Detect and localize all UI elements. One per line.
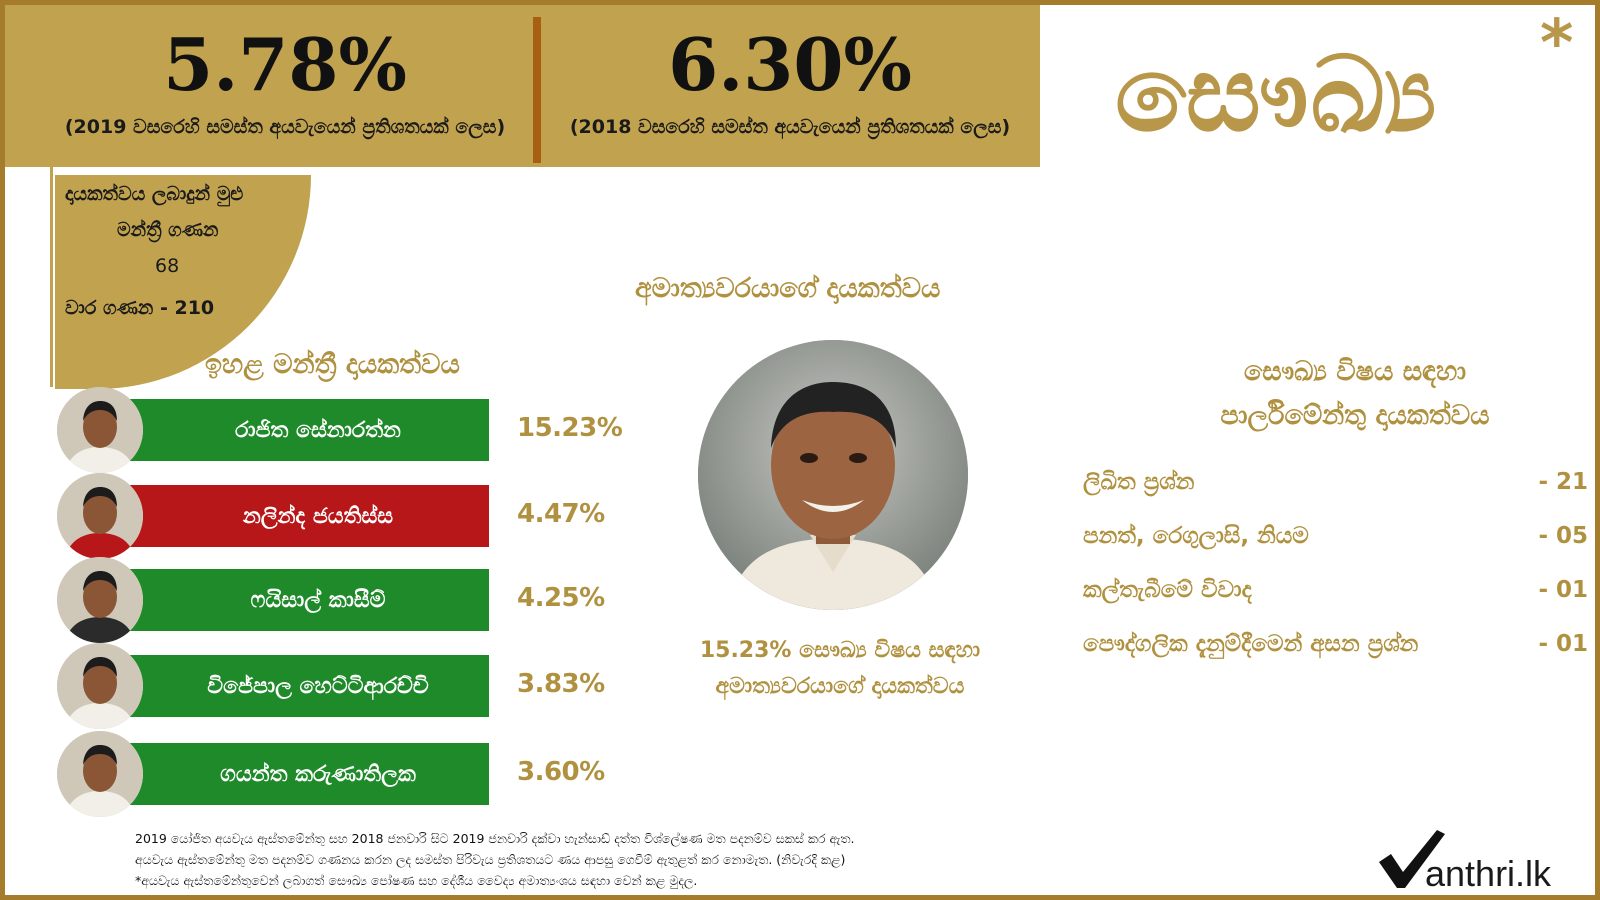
footnote-line2: අයවැය ඇස්තමේන්තු මත පදනම්ව ගණනය කරන ලද ස… (135, 852, 846, 867)
member-name: නලින්ද ජයතිස්ස (242, 503, 394, 529)
member-percent: 3.60% (517, 757, 605, 787)
member-row: රාජිත සේනාරත්න 15.23% (57, 387, 623, 473)
footnotes: 2019 යෝජිත අයවැය ඇස්තමේන්තු සහ 2018 ජනවා… (135, 828, 854, 891)
member-name: ෆයිසාල් කාසීම් (250, 587, 386, 613)
totals-corner-panel: දායකත්වය ලබාදුන් මුළු මන්ත්‍රී ගණන 68 වා… (55, 175, 311, 389)
stat-2018: 6.30% (2018 වසරෙහි සමස්ත අයවැයෙන් ප්‍රති… (550, 5, 1030, 167)
stat-row-label: ලිඛිත ප්‍රශ්න (1083, 469, 1195, 495)
site-logo[interactable]: anthri.lk (1425, 853, 1552, 894)
member-name-bar: රාජිත සේනාරත්න (127, 399, 489, 461)
member-photo (57, 473, 143, 559)
member-portrait-icon (57, 643, 143, 729)
member-portrait-icon (57, 473, 143, 559)
page-title: සෞඛ්‍ය (1115, 33, 1439, 155)
stat-row-value: - 21 (1538, 469, 1588, 495)
member-percent: 4.47% (517, 499, 605, 529)
stat-row-acts-regulations: පනත්, රෙගුලාසි, නියම - 05 (1083, 523, 1588, 563)
members-count: 68 (155, 255, 180, 277)
logo-underline (1423, 895, 1583, 898)
stat-row-label: පෞද්ගලික දැනුම්දීමෙන් අසන ප්‍රශ්න (1083, 631, 1419, 657)
member-row: නලින්ද ජයතිස්ස 4.47% (57, 473, 605, 559)
member-row: ෆයිසාල් කාසීම් 4.25% (57, 557, 605, 643)
member-percent: 15.23% (517, 413, 623, 443)
parliament-heading-line1: සෞඛ්‍ය විෂය සඳහා (1243, 356, 1467, 387)
member-name-bar: නලින්ද ජයතිස්ස (127, 485, 489, 547)
stat-row-value: - 05 (1538, 523, 1588, 549)
panel-edge (50, 167, 53, 387)
member-row: ගයන්ත කරුණාතිලක 3.60% (57, 731, 605, 817)
footnote-line1: 2019 යෝජිත අයවැය ඇස්තමේන්තු සහ 2018 ජනවා… (135, 831, 855, 846)
member-percent: 3.83% (517, 669, 605, 699)
member-name-bar: ෆයිසාල් කාසීම් (127, 569, 489, 631)
minister-photo (698, 340, 968, 610)
member-portrait-icon (57, 731, 143, 817)
stat-row-written-questions: ලිඛිත ප්‍රශ්න - 21 (1083, 469, 1588, 509)
logo-checkmark-icon (1377, 828, 1447, 894)
member-name: විජේපාල හෙට්ටිආරච්චි (207, 673, 429, 699)
minister-caption-line1: 15.23% සෞඛ්‍ය විෂය සඳහා (699, 638, 981, 663)
stat-row-value: - 01 (1538, 577, 1588, 603)
minister-caption: 15.23% සෞඛ්‍ය විෂය සඳහා අමාත්‍යවරයාගේ දා… (645, 633, 1035, 705)
stat-row-label: පනත්, රෙගුලාසි, නියම (1083, 523, 1309, 549)
top-members-title: ඉහළ මන්ත්‍රී දායකත්වය (205, 349, 460, 380)
footnote-line3: *අයවැය ඇස්තමේන්තුවෙන් ලබාගත් සෞඛ්‍ය පෝෂණ… (135, 873, 698, 888)
totals-label-line1: දායකත්වය ලබාදුන් මුළු (65, 183, 244, 205)
member-photo (57, 731, 143, 817)
stat-2019-caption: (2019 වසරෙහි සමස්ත අයවැයෙන් ප්‍රතිශතයක් … (64, 116, 506, 138)
stat-2018-value: 6.30% (668, 22, 912, 107)
stat-row-label: කල්තැබීමේ විවාද (1083, 577, 1252, 603)
member-percent: 4.25% (517, 583, 605, 613)
member-portrait-icon (57, 557, 143, 643)
minister-portrait-icon (698, 340, 968, 610)
member-photo (57, 557, 143, 643)
stat-2019-value: 5.78% (163, 22, 407, 107)
minister-caption-line2: අමාත්‍යවරයාගේ දායකත්වය (715, 674, 965, 699)
totals-label-line2: මන්ත්‍රී ගණන (117, 219, 219, 241)
stat-2018-caption: (2018 වසරෙහි සමස්ත අයවැයෙන් ප්‍රතිශතයක් … (569, 116, 1011, 138)
stat-2019: 5.78% (2019 වසරෙහි සමස්ත අයවැයෙන් ප්‍රති… (45, 5, 525, 167)
member-name-bar: විජේපාල හෙට්ටිආරච්චි (127, 655, 489, 717)
member-photo (57, 387, 143, 473)
stat-row-value: - 01 (1538, 631, 1588, 657)
member-portrait-icon (57, 387, 143, 473)
budget-stats-band: 5.78% (2019 වසරෙහි සමස්ත අයවැයෙන් ප්‍රති… (5, 5, 1040, 167)
turns-count: වාර ගණන - 210 (65, 297, 215, 319)
parliament-heading: සෞඛ්‍ය විෂය සඳහා පාර්ලිමේන්තු දායකත්වය (1155, 350, 1555, 438)
member-photo (57, 643, 143, 729)
parliament-heading-line2: පාර්ලිමේන්තු දායකත්වය (1220, 400, 1490, 431)
stat-row-adjournment-debates: කල්තැබීමේ විවාද - 01 (1083, 577, 1588, 617)
stat-row-private-notice-questions: පෞද්ගලික දැනුම්දීමෙන් අසන ප්‍රශ්න - 01 (1083, 631, 1588, 671)
member-name-bar: ගයන්ත කරුණාතිලක (127, 743, 489, 805)
member-name: රාජිත සේනාරත්න (235, 417, 401, 443)
member-name: ගයන්ත කරුණාතිලක (220, 761, 416, 787)
title-asterisk: * (1540, 7, 1574, 81)
minister-heading: අමාත්‍යවරයාගේ දායකත්වය (635, 273, 941, 304)
band-divider (533, 17, 541, 163)
member-row: විජේපාල හෙට්ටිආරච්චි 3.83% (57, 643, 605, 729)
